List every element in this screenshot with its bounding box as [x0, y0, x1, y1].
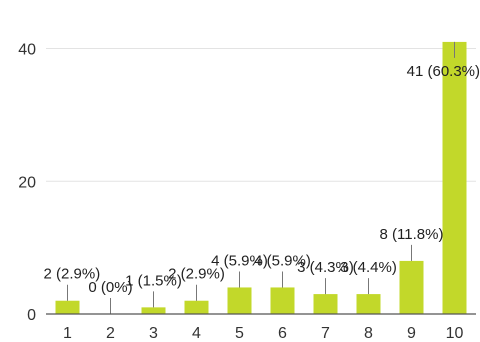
x-tick-label-5: 5 — [235, 325, 244, 342]
y-tick-label-20: 20 — [18, 174, 36, 191]
x-tick-label-1: 1 — [63, 325, 72, 342]
data-label-10: 41 (60.3%) — [407, 63, 480, 80]
bar-5 — [227, 287, 252, 314]
bar-6 — [270, 287, 295, 314]
x-tick-label-6: 6 — [278, 325, 287, 342]
data-label-3: 1 (1.5%) — [125, 272, 182, 289]
data-label-8: 3 (4.4%) — [340, 259, 397, 276]
data-label-5: 4 (5.9%) — [211, 252, 268, 269]
x-tick-label-9: 9 — [407, 325, 416, 342]
x-tick-label-4: 4 — [192, 325, 201, 342]
bar-3 — [141, 307, 166, 314]
bar-8 — [356, 294, 381, 314]
y-tick-label-40: 40 — [18, 42, 36, 59]
x-tick-label-10: 10 — [446, 325, 464, 342]
bar-4 — [184, 300, 209, 314]
data-label-2: 0 (0%) — [88, 279, 132, 296]
x-tick-label-2: 2 — [106, 325, 115, 342]
data-label-6: 4 (5.9%) — [254, 252, 311, 269]
x-tick-label-8: 8 — [364, 325, 373, 342]
data-label-4: 2 (2.9%) — [168, 266, 225, 283]
data-label-7: 3 (4.3%) — [297, 259, 354, 276]
y-tick-label-0: 0 — [27, 307, 36, 324]
data-label-1: 2 (2.9%) — [44, 266, 101, 283]
bar-10 — [442, 41, 467, 315]
x-tick-label-7: 7 — [321, 325, 330, 342]
data-label-9: 8 (11.8%) — [380, 226, 444, 243]
bar-7 — [313, 294, 338, 314]
bar-9 — [399, 260, 424, 314]
bar-1 — [55, 300, 80, 314]
x-tick-label-3: 3 — [149, 325, 158, 342]
